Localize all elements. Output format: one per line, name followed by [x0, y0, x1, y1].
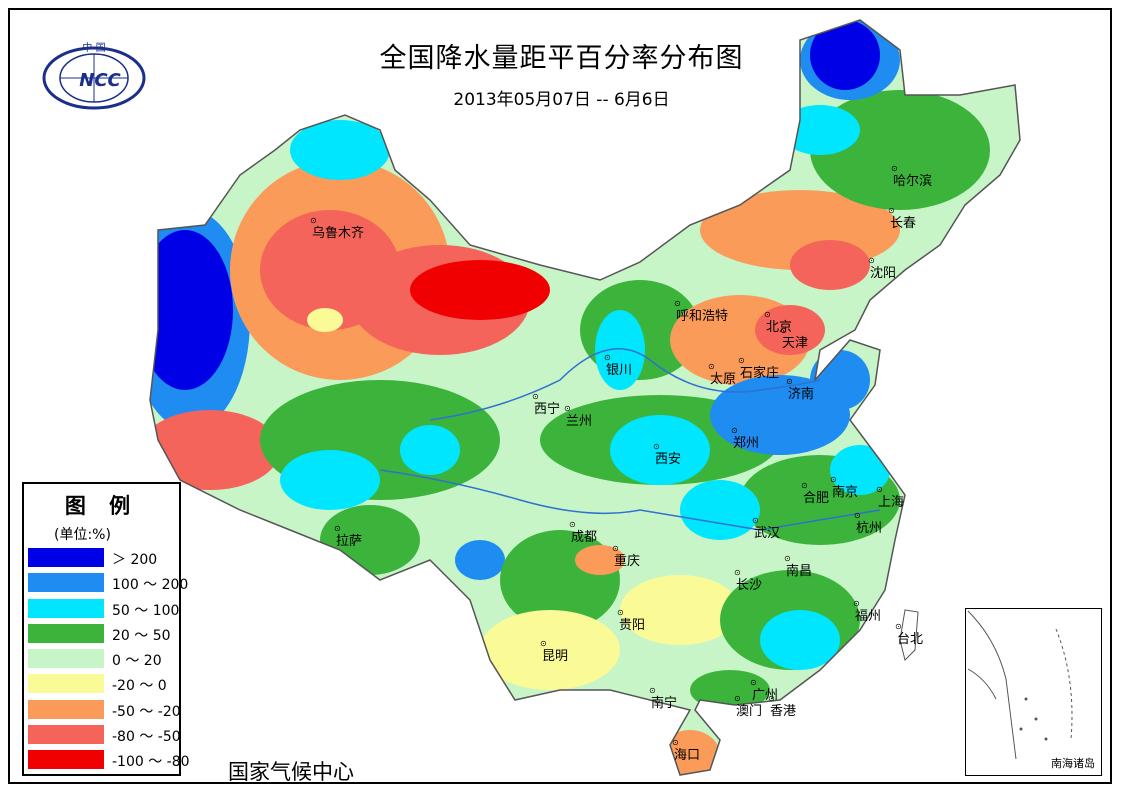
- city-label: 银川: [604, 353, 632, 378]
- legend-item: -20 ～ 0: [24, 672, 179, 697]
- legend-label: 50 ～ 100: [112, 602, 180, 619]
- city-label: 台北: [895, 622, 923, 647]
- map-subtitle: 2013年05月07日 -- 6月6日: [453, 90, 670, 110]
- city-label: 太原: [708, 362, 736, 387]
- ncc-logo: 中 国 NCC: [42, 41, 146, 110]
- legend-swatch: [28, 573, 104, 593]
- city-label: 南昌: [784, 554, 812, 579]
- legend-swatch: [28, 674, 104, 694]
- city-label: 昆明: [540, 639, 568, 664]
- map-title: 全国降水量距平百分率分布图: [379, 43, 744, 74]
- legend-swatch: [28, 623, 104, 643]
- city-label: 长沙: [734, 568, 762, 593]
- city-label: 沈阳: [868, 256, 896, 281]
- city-label: 贵阳: [617, 608, 645, 633]
- agency-name: 国家气候中心: [228, 760, 354, 784]
- inset-label: 南海诸岛: [1051, 757, 1095, 770]
- legend-swatch: [28, 750, 104, 770]
- legend-swatch: [28, 699, 104, 719]
- inset-map: [967, 610, 1073, 760]
- city-label: 香港: [768, 694, 796, 719]
- logo-center-text: NCC: [79, 70, 121, 91]
- legend-item: 20 ～ 50: [24, 622, 179, 647]
- legend-label: 0 ～ 20: [112, 653, 162, 670]
- city-label: 杭州: [854, 511, 882, 536]
- china-border: [149, 19, 1021, 776]
- legend-item: -80 ～ -50: [24, 723, 181, 748]
- yangtze-river: [379, 469, 881, 531]
- city-label: 哈尔滨: [891, 164, 932, 189]
- city-label: 重庆: [612, 544, 640, 569]
- logo-top-text: 中 国: [82, 41, 105, 54]
- legend-label: -50 ～ -20: [112, 703, 181, 720]
- city-label: 天津: [780, 326, 808, 351]
- legend-label: -100 ～ -80: [112, 754, 190, 771]
- city-label: 长春: [888, 206, 916, 231]
- legend-label: -80 ～ -50: [112, 729, 181, 746]
- city-label: 南宁: [649, 686, 677, 711]
- legend-label: ＞ 200: [112, 552, 158, 568]
- legend-label: 20 ～ 50: [112, 627, 171, 644]
- precip-anomaly-fill: [150, 20, 1020, 775]
- city-label: 石家庄: [738, 356, 779, 381]
- city-label: 西宁: [532, 392, 560, 417]
- city-label: 拉萨: [334, 524, 362, 549]
- legend-label: 100 ～ 200: [112, 577, 189, 594]
- legend: 图 例 (单位:%) ＞ 200 100 ～ 200 50 ～ 100 20 ～ 50…: [22, 482, 190, 776]
- city-label: 呼和浩特: [674, 299, 728, 324]
- legend-item: 100 ～ 200: [24, 571, 188, 596]
- legend-rows: ＞ 200 100 ～ 200 50 ～ 100 20 ～ 50 0 ～ 20 -20 ～…: [24, 546, 190, 774]
- city-label: 乌鲁木齐: [310, 216, 364, 241]
- legend-item: 50 ～ 100: [24, 597, 179, 622]
- legend-item: -50 ～ -20: [24, 698, 181, 723]
- city-label: 兰州: [564, 404, 592, 429]
- city-label: 成都: [569, 520, 597, 545]
- city-label: 南京: [830, 475, 858, 500]
- legend-title: 图 例: [64, 494, 139, 518]
- legend-item: ＞ 200: [24, 546, 179, 571]
- yellow-river: [429, 348, 821, 421]
- legend-item: -100 ～ -80: [24, 748, 190, 773]
- city-label: 海口: [672, 738, 700, 763]
- city-label: 西安: [653, 442, 681, 467]
- legend-label: -20 ～ 0: [112, 678, 167, 695]
- legend-swatch: [28, 548, 104, 567]
- legend-swatch: [28, 598, 104, 618]
- legend-swatch: [28, 725, 104, 745]
- city-label: 武汉: [752, 516, 780, 541]
- city-label: 澳门: [734, 694, 762, 719]
- legend-swatch: [28, 649, 104, 669]
- legend-item: 0 ～ 20: [24, 647, 179, 672]
- city-label: 上海: [876, 485, 904, 510]
- south-china-sea-inset: 南海诸岛: [965, 608, 1102, 776]
- city-label: 济南: [786, 377, 814, 402]
- city-label: 福州: [853, 599, 881, 624]
- city-label: 合肥: [801, 481, 829, 506]
- city-label: 郑州: [731, 426, 759, 451]
- legend-unit: (单位:%): [54, 527, 111, 543]
